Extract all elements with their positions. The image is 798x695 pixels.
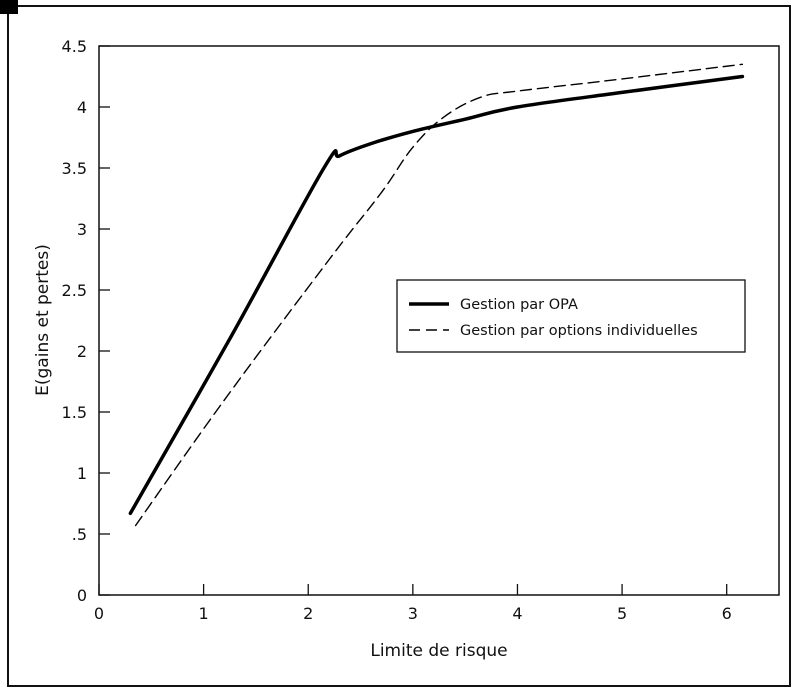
plot-frame bbox=[98, 45, 780, 596]
legend-label-opa: Gestion par OPA bbox=[460, 297, 578, 313]
y-tick-label: 1 bbox=[77, 464, 87, 483]
x-tick-label: 5 bbox=[617, 604, 627, 623]
corner-tab bbox=[0, 0, 18, 14]
y-tick-label: 0 bbox=[77, 586, 87, 605]
x-tick-label: 6 bbox=[722, 604, 732, 623]
series-layer bbox=[128, 63, 745, 527]
y-tick-label: .5 bbox=[72, 525, 87, 544]
y-tick-label: 2.5 bbox=[62, 281, 87, 300]
x-tick-label: 0 bbox=[94, 604, 104, 623]
y-tick-label: 2 bbox=[77, 342, 87, 361]
y-tick-label: 4 bbox=[77, 98, 87, 117]
x-tick-label: 3 bbox=[408, 604, 418, 623]
x-tick-label: 2 bbox=[303, 604, 313, 623]
x-axis-label: Limite de risque bbox=[370, 641, 507, 661]
y-axis-ticks: 0 .5 1 1.5 2 2.5 3 3.5 4 4.5 bbox=[62, 37, 110, 605]
series-line-opa bbox=[128, 74, 745, 516]
y-tick-label: 3 bbox=[77, 220, 87, 239]
y-tick-label: 4.5 bbox=[62, 37, 87, 56]
legend: Gestion par OPA Gestion par options indi… bbox=[396, 279, 746, 353]
x-tick-label: 1 bbox=[199, 604, 209, 623]
figure-border bbox=[7, 5, 791, 687]
y-axis-label: E(gains et pertes) bbox=[33, 244, 53, 396]
y-tick-label: 1.5 bbox=[62, 403, 87, 422]
legend-label-options: Gestion par options individuelles bbox=[460, 323, 698, 339]
x-axis-ticks: 0 1 2 3 4 5 6 bbox=[94, 584, 732, 623]
y-tick-label: 3.5 bbox=[62, 159, 87, 178]
legend-box bbox=[396, 279, 746, 353]
x-tick-label: 4 bbox=[512, 604, 522, 623]
